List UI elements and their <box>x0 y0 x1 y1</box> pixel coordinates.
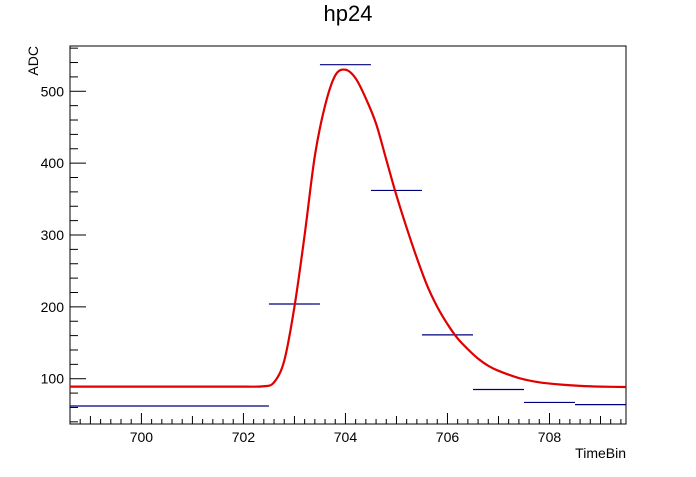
x-tick-label: 708 <box>538 429 562 445</box>
x-tick-label: 704 <box>334 429 358 445</box>
histogram-series <box>70 64 626 407</box>
chart-title: hp24 <box>324 1 373 26</box>
x-tick-label: 700 <box>130 429 154 445</box>
y-tick-label: 400 <box>41 155 65 171</box>
axes <box>69 45 627 425</box>
x-tick-label: 706 <box>436 429 460 445</box>
y-tick-label: 500 <box>41 83 65 99</box>
fit-curve <box>69 68 627 389</box>
y-axis-label: ADC <box>25 46 41 76</box>
y-tick-label: 100 <box>41 371 65 387</box>
x-axis-label: TimeBin <box>575 445 626 461</box>
y-tick-label: 300 <box>41 227 65 243</box>
x-tick-label: 702 <box>232 429 256 445</box>
fit-series <box>69 68 627 389</box>
y-tick-label: 200 <box>41 299 65 315</box>
tick-labels: 700 702 704 706 708 100 200 300 400 500 <box>41 83 562 445</box>
plot-frame <box>69 45 627 425</box>
